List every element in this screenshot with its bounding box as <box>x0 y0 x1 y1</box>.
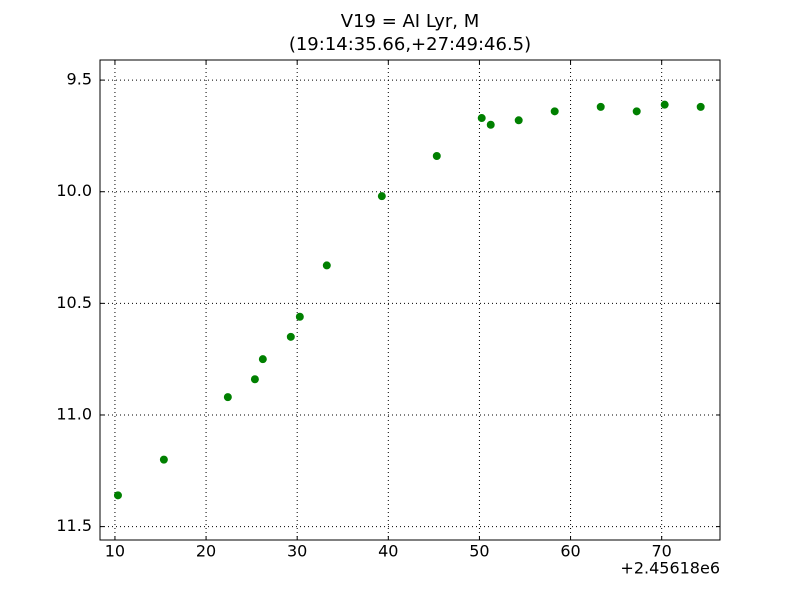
y-tick-label: 11.0 <box>56 404 92 423</box>
point <box>286 332 295 341</box>
point <box>632 107 641 116</box>
point <box>660 100 669 109</box>
x-tick-label: 50 <box>469 542 489 561</box>
chart-subtitle: (19:14:35.66,+27:49:46.5) <box>289 34 531 55</box>
point <box>159 455 168 464</box>
chart-title: V19 = AI Lyr, M <box>341 11 480 32</box>
point <box>514 116 523 125</box>
x-tick-label: 30 <box>287 542 307 561</box>
x-offset-label: +2.45618e6 <box>620 559 720 578</box>
point <box>477 114 486 123</box>
x-tick-label: 10 <box>105 542 125 561</box>
point <box>113 491 122 500</box>
point <box>486 120 495 129</box>
y-tick-label: 9.5 <box>67 70 92 89</box>
point <box>432 152 441 160</box>
point <box>696 102 705 111</box>
point <box>377 192 386 201</box>
point <box>258 355 267 364</box>
point <box>250 375 259 384</box>
y-tick-label: 10.0 <box>56 181 92 200</box>
point <box>322 261 331 270</box>
point <box>295 312 304 321</box>
x-tick-label: 20 <box>196 542 216 561</box>
point <box>596 102 605 111</box>
x-tick-label: 60 <box>560 542 580 561</box>
point <box>223 393 232 402</box>
y-tick-label: 11.5 <box>56 516 92 535</box>
x-tick-label: 40 <box>378 542 398 561</box>
y-tick-label: 10.5 <box>56 293 92 312</box>
point <box>550 107 559 116</box>
plot-frame <box>99 59 721 541</box>
x-tick-label: 70 <box>652 542 672 561</box>
